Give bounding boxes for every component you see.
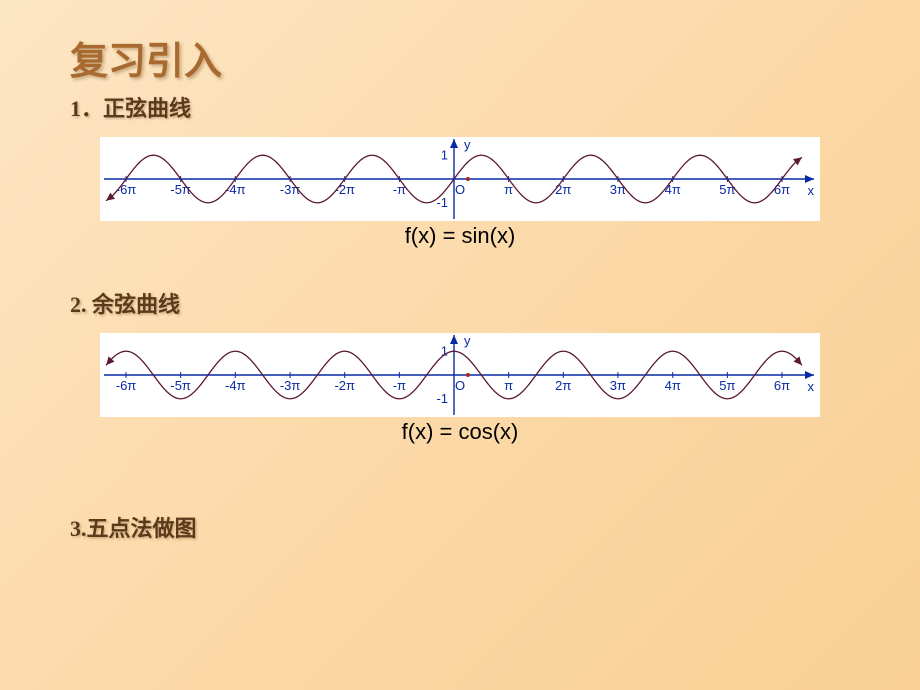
section-2-heading: 2. 余弦曲线 bbox=[70, 287, 850, 319]
svg-text:-1: -1 bbox=[436, 391, 448, 406]
section-1-heading: 1．正弦曲线 bbox=[70, 91, 850, 123]
svg-text:6π: 6π bbox=[774, 182, 790, 197]
sine-curve-graph: -6π-5π-4π-3π-2π-πOπ2π3π4π5π6π1-1xy bbox=[100, 137, 820, 221]
svg-text:O: O bbox=[455, 182, 465, 197]
slide-title: 复习引入 bbox=[70, 30, 850, 85]
svg-text:-3π: -3π bbox=[280, 378, 301, 393]
sine-chart-block: -6π-5π-4π-3π-2π-πOπ2π3π4π5π6π1-1xy f(x) … bbox=[70, 137, 850, 249]
svg-text:-π: -π bbox=[393, 378, 406, 393]
cosine-curve-graph: -6π-5π-4π-3π-2π-πOπ2π3π4π5π6π1-1xy bbox=[100, 333, 820, 417]
svg-text:-5π: -5π bbox=[170, 378, 191, 393]
svg-text:-π: -π bbox=[393, 182, 406, 197]
cosine-chart-block: -6π-5π-4π-3π-2π-πOπ2π3π4π5π6π1-1xy f(x) … bbox=[70, 333, 850, 445]
svg-text:x: x bbox=[808, 183, 815, 198]
svg-text:y: y bbox=[464, 137, 471, 152]
svg-text:5π: 5π bbox=[719, 378, 735, 393]
svg-text:2π: 2π bbox=[555, 182, 571, 197]
svg-text:O: O bbox=[455, 378, 465, 393]
svg-text:y: y bbox=[464, 333, 471, 348]
sine-formula: f(x) = sin(x) bbox=[405, 223, 516, 249]
slide-body: 复习引入 1．正弦曲线 -6π -5π -4π -3π -2π -π Oπ 2π 3π 4π 5π 6… bbox=[0, 0, 920, 690]
svg-text:3π: 3π bbox=[610, 378, 626, 393]
svg-text:1: 1 bbox=[441, 147, 448, 162]
svg-text:4π: 4π bbox=[665, 182, 681, 197]
cosine-formula: f(x) = cos(x) bbox=[402, 419, 519, 445]
section-3-heading: 3.五点法做图 bbox=[70, 511, 850, 543]
svg-text:-6π: -6π bbox=[116, 378, 137, 393]
svg-text:2π: 2π bbox=[555, 378, 571, 393]
svg-text:6π: 6π bbox=[774, 378, 790, 393]
svg-text:π: π bbox=[504, 378, 513, 393]
svg-text:-2π: -2π bbox=[334, 378, 355, 393]
svg-text:-4π: -4π bbox=[225, 378, 246, 393]
svg-text:x: x bbox=[808, 379, 815, 394]
svg-text:5π: 5π bbox=[719, 182, 735, 197]
spacer bbox=[70, 255, 850, 281]
svg-text:3π: 3π bbox=[610, 182, 626, 197]
svg-text:-2π: -2π bbox=[334, 182, 355, 197]
svg-text:4π: 4π bbox=[665, 378, 681, 393]
spacer bbox=[70, 451, 850, 505]
